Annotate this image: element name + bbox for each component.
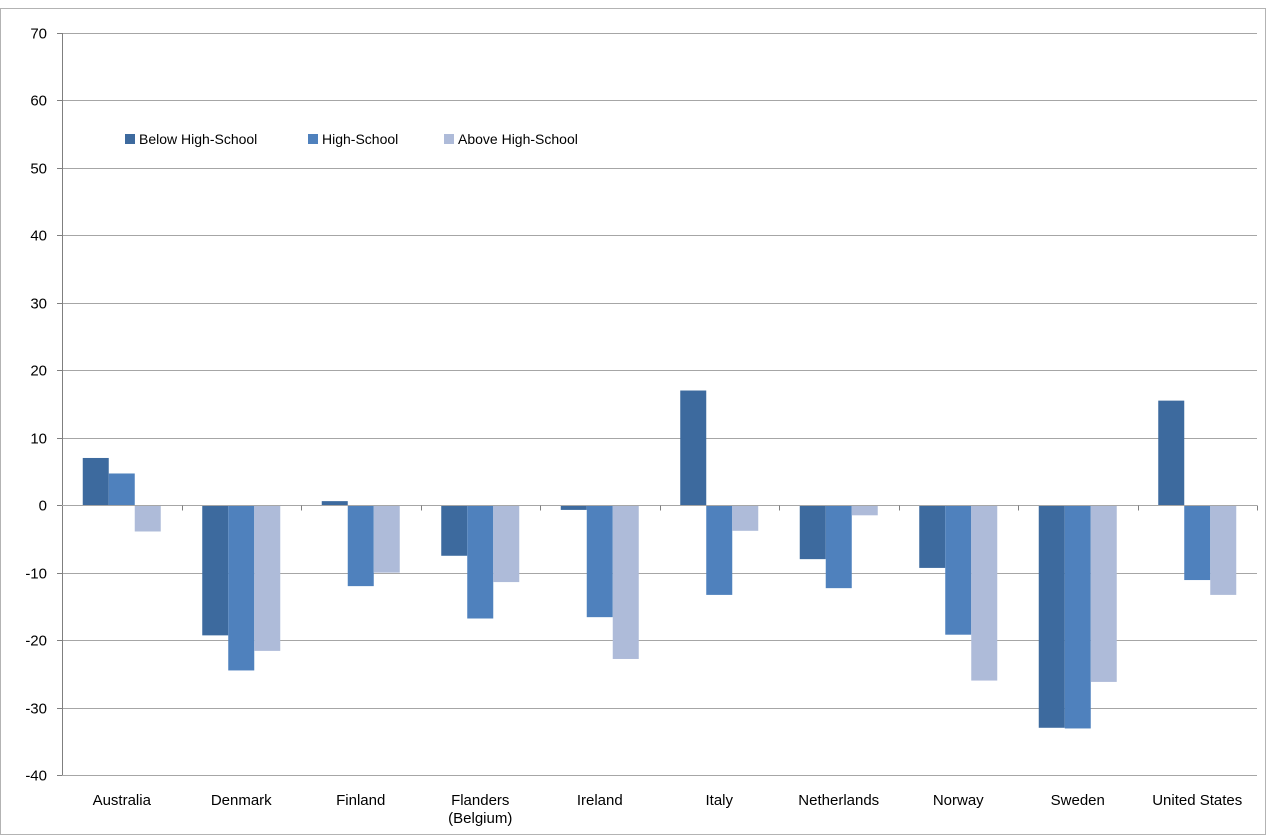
bar-above-high-school [493, 505, 520, 583]
x-category-label: United States [1152, 792, 1242, 809]
y-tick-label: 40 [30, 228, 47, 245]
x-category-label: (Belgium) [448, 810, 512, 827]
legend-swatch [125, 134, 135, 144]
y-tick-label: -30 [25, 701, 47, 718]
axes [62, 33, 1258, 775]
y-tick-label: -40 [25, 768, 47, 785]
bar-above-high-school [612, 505, 639, 659]
bar-above-high-school [134, 505, 161, 532]
x-category-label: Norway [933, 792, 984, 809]
x-category-label: Finland [336, 792, 385, 809]
bar-above-high-school [971, 505, 998, 681]
legend-swatch [444, 134, 454, 144]
legend: Below High-School High-School Above High-S… [125, 131, 578, 147]
y-tick-label: 60 [30, 93, 47, 110]
bar-below-high-school [919, 505, 946, 568]
bar-high-school [228, 505, 255, 671]
bar-high-school [1184, 505, 1211, 581]
bar-below-high-school [202, 505, 229, 636]
bar-high-school [467, 505, 494, 619]
bar-high-school [1064, 505, 1091, 729]
legend-label: Above High-School [458, 131, 578, 147]
bar-below-high-school [441, 505, 468, 556]
x-category-label: Flanders [451, 792, 509, 809]
y-tick-label: 10 [30, 431, 47, 448]
bar-high-school [586, 505, 613, 618]
legend-label: Below High-School [139, 131, 257, 147]
bars [82, 390, 1237, 729]
legend-label: High-School [322, 131, 398, 147]
x-category-label: Australia [93, 792, 152, 809]
x-category-label: Italy [705, 792, 733, 809]
x-category-label: Sweden [1051, 792, 1105, 809]
y-tick-label: 30 [30, 296, 47, 313]
y-tick-label: 20 [30, 363, 47, 380]
x-category-label: Denmark [211, 792, 272, 809]
bar-above-high-school [1210, 505, 1237, 595]
x-category-label: Ireland [577, 792, 623, 809]
bar-below-high-school [799, 505, 826, 560]
bar-below-high-school [321, 501, 348, 506]
bar-above-high-school [373, 505, 400, 573]
y-tick-label: 0 [39, 498, 47, 515]
bar-high-school [347, 505, 374, 587]
bar-below-high-school [82, 457, 109, 506]
bar-below-high-school [1158, 400, 1185, 506]
y-tick-label: -20 [25, 633, 47, 650]
bar-high-school [945, 505, 972, 635]
bar-above-high-school [851, 505, 878, 516]
bar-high-school [825, 505, 852, 589]
y-tick-label: 70 [30, 26, 47, 43]
bar-below-high-school [680, 390, 707, 506]
bar-high-school [706, 505, 733, 595]
y-axis-ticks: 70 60 50 40 30 20 10 0 -10 -20 -30 -40 [25, 26, 62, 785]
bar-above-high-school [1090, 505, 1117, 682]
bar-below-high-school [560, 505, 587, 510]
x-axis-categories: Australia Denmark Finland Flanders(Belgium)… [93, 792, 1243, 827]
bar-above-high-school [254, 505, 281, 651]
legend-swatch [308, 134, 318, 144]
y-tick-label: -10 [25, 566, 47, 583]
bar-high-school [108, 473, 135, 506]
bar-above-high-school [732, 505, 759, 531]
bar-below-high-school [1038, 505, 1065, 728]
x-category-label: Netherlands [798, 792, 879, 809]
y-tick-label: 50 [30, 161, 47, 178]
